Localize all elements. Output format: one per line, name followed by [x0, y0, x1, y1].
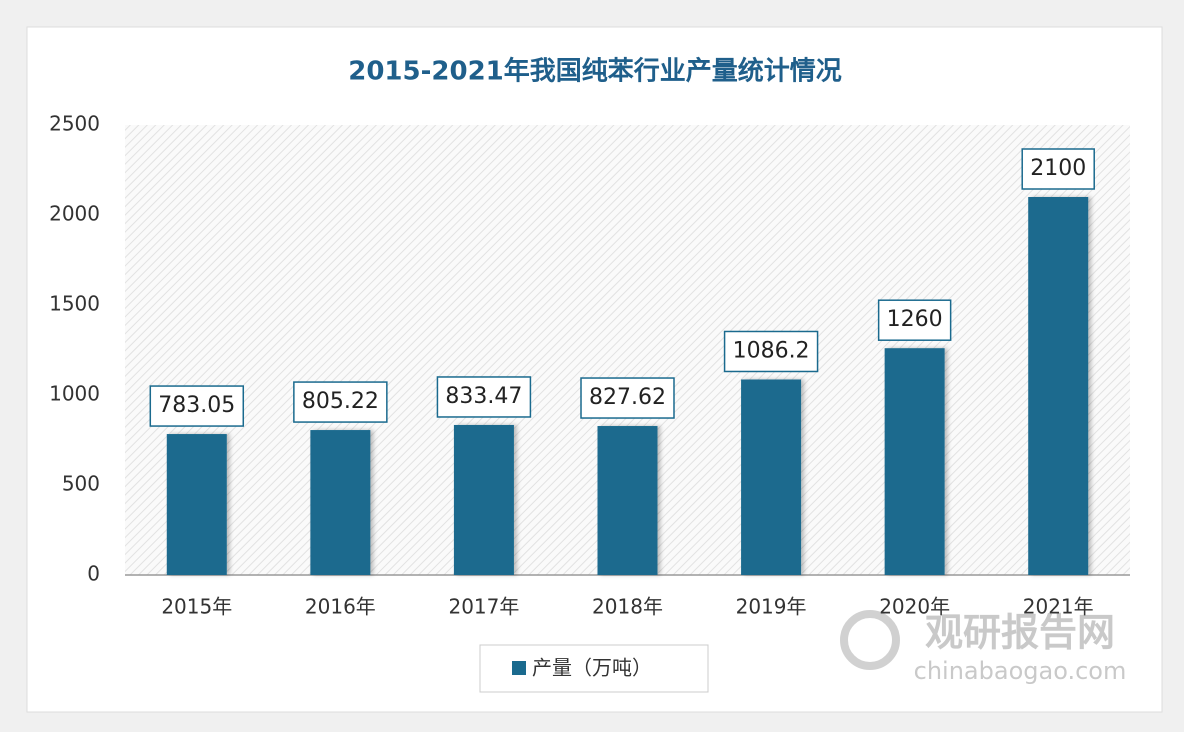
data-label-box: [580, 377, 675, 419]
y-tick-label: 2500: [49, 112, 100, 136]
data-label: 783.05: [149, 385, 245, 427]
y-tick-label: 2000: [49, 202, 100, 226]
bar: [166, 434, 227, 575]
data-label-text: 827.62: [589, 385, 666, 410]
data-label-box: [877, 299, 952, 341]
data-label-text: 1260: [887, 307, 943, 332]
data-label: 2100: [1021, 148, 1095, 190]
watermark-name: 观研报告网: [925, 611, 1115, 655]
chart-title: 2015-2021年我国纯苯行业产量统计情况: [348, 56, 842, 87]
bar: [597, 426, 658, 575]
data-label-box: [723, 330, 819, 373]
data-label-box: [293, 381, 388, 423]
bar: [1028, 197, 1089, 575]
legend-swatch: [512, 661, 526, 675]
bar: [741, 379, 802, 575]
x-tick-label: 2019年: [736, 595, 807, 619]
legend-label: 产量（万吨）: [532, 656, 652, 680]
data-label-text: 805.22: [302, 389, 379, 414]
bar: [453, 424, 514, 575]
bar: [310, 430, 371, 575]
data-label-text: 1086.2: [733, 338, 810, 363]
watermark: 观研报告网 chinabaogao.com: [840, 610, 1127, 685]
x-tick-label: 2015年: [161, 595, 232, 619]
data-label: 827.62: [580, 377, 675, 419]
y-tick-label: 1500: [49, 292, 100, 316]
data-label: 805.22: [293, 381, 388, 423]
data-label-box: [1021, 148, 1095, 190]
data-label-box: [436, 376, 532, 418]
x-tick-label: 2020年: [879, 595, 950, 619]
data-label-text: 2100: [1030, 156, 1086, 181]
data-label: 1260: [877, 299, 952, 341]
data-label: 1086.2: [723, 330, 819, 373]
y-tick-label: 1000: [49, 382, 100, 406]
watermark-logo: [840, 610, 900, 670]
bar: [884, 348, 945, 575]
data-label-text: 783.05: [158, 393, 235, 418]
y-tick-label: 0: [87, 562, 100, 586]
data-label: 833.47: [436, 376, 532, 418]
x-tick-label: 2018年: [592, 595, 663, 619]
watermark-url: chinabaogao.com: [914, 657, 1127, 685]
x-tick-label: 2016年: [305, 595, 376, 619]
data-label-box: [149, 385, 245, 427]
y-tick-label: 500: [62, 472, 100, 496]
x-tick-label: 2021年: [1023, 595, 1094, 619]
x-tick-label: 2017年: [448, 595, 519, 619]
data-label-text: 833.47: [445, 384, 522, 409]
